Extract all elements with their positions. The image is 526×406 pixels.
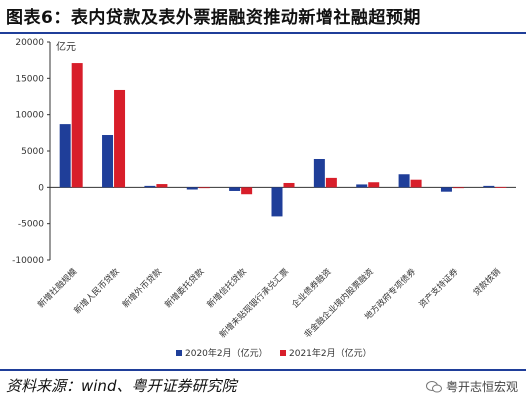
bar-2020-6 (313, 158, 325, 188)
bar-2020-3 (186, 187, 198, 190)
y-tick-label: 0 (38, 183, 44, 193)
category-label: 资产支持证券 (417, 266, 461, 310)
category-label: 企业债券融资 (290, 266, 334, 310)
bar-chart: -10000 -5000 0 5000 10000 15000 20000 亿元 新增社融规模… (12, 38, 516, 359)
category-label: 新增信托贷款 (205, 266, 249, 310)
bar-2021-3 (198, 187, 210, 189)
bar-2021-8 (410, 179, 422, 188)
watermark-text: 粤开志恒宏观 (445, 380, 518, 394)
y-unit-label: 亿元 (56, 40, 76, 53)
bar-2020-2 (144, 185, 156, 188)
legend-swatch-2021 (280, 350, 286, 356)
bar-2020-9 (440, 187, 452, 192)
y-tick-label: 5000 (21, 147, 44, 157)
bar-2020-4 (229, 187, 241, 191)
legend-label-2021: 2021年2月（亿元） (289, 347, 372, 359)
bar-2020-10 (483, 185, 495, 188)
category-label: 新增未贴现银行承兑汇票 (217, 266, 291, 340)
category-label: 新增委托贷款 (163, 266, 207, 310)
chart-title: 图表6：表内贷款及表外票据融资推动新增社融超预期 (6, 8, 421, 28)
source-note: 资料来源：wind、粤开证券研究院 (6, 377, 237, 395)
title-rule (0, 32, 526, 34)
bar-2020-5 (271, 187, 283, 217)
bar-2021-0 (71, 63, 83, 188)
bar-2021-4 (241, 187, 253, 195)
y-tick-label: -10000 (12, 256, 44, 266)
bar-2021-10 (495, 186, 507, 188)
y-tick-label: 15000 (15, 74, 44, 84)
watermark: 粤开志恒宏观 (425, 378, 518, 395)
category-label: 贷款核销 (471, 266, 503, 298)
bar-2021-1 (114, 89, 126, 188)
category-label: 新增社融规模 (35, 266, 79, 310)
y-tick-label: -5000 (18, 220, 44, 230)
category-label: 新增人民币贷款 (72, 266, 122, 316)
bar-2021-2 (156, 184, 168, 188)
category-label: 非金融企业境内股票融资 (302, 266, 376, 340)
footer-rule (0, 369, 526, 371)
bar-2021-9 (452, 187, 464, 189)
legend-label-2020: 2020年2月（亿元） (185, 347, 268, 359)
bar-2020-1 (102, 135, 114, 188)
bar-2020-8 (398, 174, 410, 188)
axes: -10000 -5000 0 5000 10000 15000 20000 亿元 (12, 38, 516, 266)
bar-2021-5 (283, 182, 295, 188)
y-tick-label: 20000 (15, 38, 44, 48)
y-tick-label: 10000 (15, 111, 44, 121)
legend-swatch-2020 (176, 350, 182, 356)
bar-2020-0 (59, 124, 71, 188)
wechat-icon (425, 380, 442, 392)
bars (59, 63, 507, 217)
bar-2021-7 (368, 182, 380, 188)
category-label: 新增外币贷款 (120, 266, 164, 310)
bar-2021-6 (325, 177, 337, 188)
bar-2020-7 (356, 184, 368, 188)
legend: 2020年2月（亿元） 2021年2月（亿元） (176, 347, 372, 359)
